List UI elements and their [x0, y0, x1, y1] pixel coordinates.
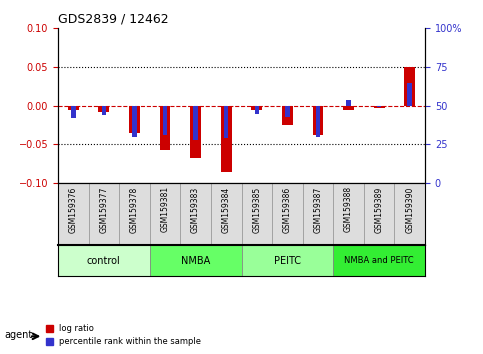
- Bar: [68, 106, 79, 110]
- Text: GSM159386: GSM159386: [283, 186, 292, 233]
- Bar: [193, 106, 198, 140]
- Bar: [374, 106, 384, 108]
- Text: NMBA: NMBA: [181, 256, 210, 266]
- Bar: [285, 106, 290, 116]
- Text: GDS2839 / 12462: GDS2839 / 12462: [58, 13, 169, 26]
- Bar: [282, 106, 293, 125]
- Bar: [221, 106, 231, 172]
- Text: GSM159377: GSM159377: [99, 186, 108, 233]
- Text: GSM159387: GSM159387: [313, 186, 323, 233]
- Bar: [408, 82, 412, 106]
- Bar: [404, 67, 415, 106]
- Bar: [313, 106, 323, 135]
- Text: control: control: [87, 256, 121, 266]
- Bar: [150, 245, 242, 276]
- Bar: [132, 106, 137, 137]
- Bar: [316, 106, 320, 137]
- Bar: [163, 106, 167, 135]
- Text: NMBA and PEITC: NMBA and PEITC: [344, 256, 414, 265]
- Text: GSM159388: GSM159388: [344, 186, 353, 233]
- Text: agent: agent: [5, 330, 33, 339]
- Bar: [377, 106, 382, 107]
- Bar: [129, 106, 140, 133]
- Bar: [252, 106, 262, 110]
- Text: GSM159384: GSM159384: [222, 186, 231, 233]
- Bar: [255, 106, 259, 114]
- Bar: [58, 245, 150, 276]
- Text: GSM159376: GSM159376: [69, 186, 78, 233]
- Bar: [101, 106, 106, 115]
- Text: GSM159378: GSM159378: [130, 186, 139, 233]
- Text: GSM159385: GSM159385: [252, 186, 261, 233]
- Legend: log ratio, percentile rank within the sample: log ratio, percentile rank within the sa…: [43, 321, 205, 350]
- Bar: [160, 106, 170, 150]
- Bar: [333, 245, 425, 276]
- Text: GSM159389: GSM159389: [375, 186, 384, 233]
- Bar: [224, 106, 228, 138]
- Bar: [242, 245, 333, 276]
- Text: GSM159390: GSM159390: [405, 186, 414, 233]
- Bar: [346, 99, 351, 106]
- Bar: [71, 106, 75, 118]
- Text: GSM159381: GSM159381: [160, 186, 170, 233]
- Bar: [190, 106, 201, 159]
- Bar: [99, 106, 109, 112]
- Bar: [343, 106, 354, 110]
- Text: GSM159383: GSM159383: [191, 186, 200, 233]
- Text: PEITC: PEITC: [274, 256, 301, 266]
